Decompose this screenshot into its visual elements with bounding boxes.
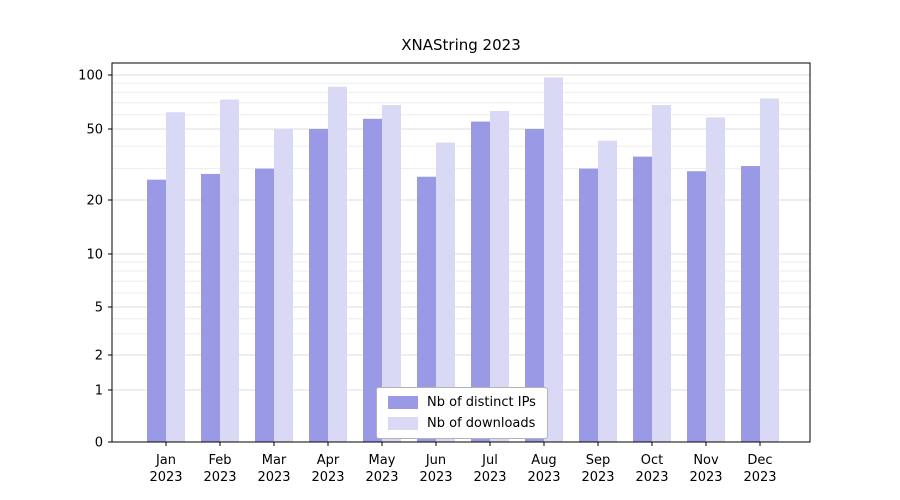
bar-distinct-ips-apr xyxy=(309,129,328,442)
axes xyxy=(108,62,811,446)
bar-downloads-mar xyxy=(274,129,293,442)
x-tick-label: Sep 2023 xyxy=(581,453,614,485)
bar-distinct-ips-jul xyxy=(471,121,490,443)
bars xyxy=(147,77,779,443)
y-tick-label: 0 xyxy=(95,436,103,451)
bar-downloads-jan xyxy=(166,112,185,442)
x-tick-label: Feb 2023 xyxy=(203,453,236,485)
x-tick-label: Nov 2023 xyxy=(689,453,722,485)
y-tick-label: 100 xyxy=(78,69,103,84)
x-tick-label: Dec 2023 xyxy=(743,453,776,485)
x-tick-label: Jul 2023 xyxy=(473,453,506,485)
legend-label-distinct-ips: Nb of distinct IPs xyxy=(427,395,536,410)
x-tick-label: Aug 2023 xyxy=(527,453,560,485)
bar-downloads-aug xyxy=(544,77,563,443)
plot-frame xyxy=(111,62,811,443)
bar-distinct-ips-jun xyxy=(417,176,436,442)
bar-distinct-ips-mar xyxy=(255,168,274,442)
legend: Nb of distinct IPs Nb of downloads xyxy=(376,387,548,439)
y-tick-label: 10 xyxy=(86,248,103,263)
bar-downloads-nov xyxy=(706,117,725,443)
y-tick-label: 1 xyxy=(95,384,103,399)
legend-item-distinct-ips: Nb of distinct IPs xyxy=(388,396,536,409)
bar-downloads-apr xyxy=(328,86,347,442)
y-tick-label: 20 xyxy=(86,194,103,209)
bar-distinct-ips-nov xyxy=(687,171,706,442)
bar-downloads-may xyxy=(382,105,401,443)
bar-distinct-ips-sep xyxy=(579,168,598,442)
x-tick-label: Jan 2023 xyxy=(149,453,182,485)
y-tick-label: 50 xyxy=(86,123,103,138)
legend-label-downloads: Nb of downloads xyxy=(427,416,536,431)
bar-distinct-ips-oct xyxy=(633,156,652,442)
x-tick-label: Mar 2023 xyxy=(257,453,290,485)
x-tick-label: Jun 2023 xyxy=(419,453,452,485)
bar-distinct-ips-feb xyxy=(201,173,220,442)
x-tick-label: Oct 2023 xyxy=(635,453,668,485)
x-tick-labels: Jan 2023 Feb 2023 Mar 2023 Apr 2023 May 2023 Jun 20… xyxy=(149,453,776,485)
bar-distinct-ips-may xyxy=(363,118,382,442)
bar-downloads-dec xyxy=(760,98,779,442)
bar-distinct-ips-aug xyxy=(525,129,544,442)
bar-downloads-sep xyxy=(598,140,617,442)
legend-item-downloads: Nb of downloads xyxy=(388,417,536,430)
x-tick-label: Apr 2023 xyxy=(311,453,344,485)
legend-swatch-distinct-ips xyxy=(388,396,418,409)
chart-title: XNAString 2023 xyxy=(401,36,520,54)
bar-downloads-feb xyxy=(220,99,239,443)
bar-downloads-jul xyxy=(490,110,509,442)
bar-distinct-ips-dec xyxy=(741,166,760,442)
x-tick-label: May 2023 xyxy=(365,453,398,485)
bar-downloads-jun xyxy=(436,142,455,442)
y-tick-label: 5 xyxy=(95,301,103,316)
bar-downloads-oct xyxy=(652,105,671,443)
y-tick-label: 2 xyxy=(95,349,103,364)
bar-distinct-ips-jan xyxy=(147,179,166,443)
legend-swatch-downloads xyxy=(388,417,418,430)
